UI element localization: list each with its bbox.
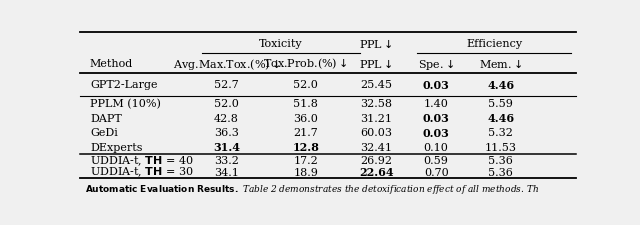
Text: GeDi: GeDi (90, 128, 118, 137)
Text: 52.7: 52.7 (214, 80, 239, 90)
Text: 18.9: 18.9 (293, 167, 318, 177)
Text: 32.58: 32.58 (360, 99, 392, 108)
Text: Spe.$\downarrow$: Spe.$\downarrow$ (418, 56, 454, 71)
Text: PPL$\downarrow$: PPL$\downarrow$ (359, 58, 393, 70)
Text: 5.32: 5.32 (488, 128, 513, 137)
Text: PPLM (10%): PPLM (10%) (90, 98, 161, 109)
Text: 4.46: 4.46 (487, 80, 514, 90)
Text: 52.0: 52.0 (214, 99, 239, 108)
Text: DExperts: DExperts (90, 142, 143, 152)
Text: 31.4: 31.4 (213, 142, 240, 153)
Text: 0.03: 0.03 (422, 112, 449, 124)
Text: 34.1: 34.1 (214, 167, 239, 177)
Text: 52.0: 52.0 (293, 80, 318, 90)
Text: 5.59: 5.59 (488, 99, 513, 108)
Text: 4.46: 4.46 (487, 112, 514, 124)
Text: PPL$\downarrow$: PPL$\downarrow$ (359, 37, 393, 50)
Text: 0.59: 0.59 (424, 155, 449, 165)
Text: 26.92: 26.92 (360, 155, 392, 165)
Text: 11.53: 11.53 (484, 142, 516, 152)
Text: 36.3: 36.3 (214, 128, 239, 137)
Text: 60.03: 60.03 (360, 128, 392, 137)
Text: Efficiency: Efficiency (466, 38, 522, 48)
Text: 21.7: 21.7 (293, 128, 318, 137)
Text: 32.41: 32.41 (360, 142, 392, 152)
Text: 12.8: 12.8 (292, 142, 319, 153)
Text: 0.03: 0.03 (422, 80, 449, 90)
Text: 36.0: 36.0 (293, 113, 318, 123)
Text: 31.21: 31.21 (360, 113, 392, 123)
Text: 5.36: 5.36 (488, 167, 513, 177)
Text: DAPT: DAPT (90, 113, 122, 123)
Text: Tox.Prob.(%)$\downarrow$: Tox.Prob.(%)$\downarrow$ (264, 57, 348, 71)
Text: $\mathbf{Automatic\ Evaluation\ Results.}$ Table 2 demonstrates the detoxificati: $\mathbf{Automatic\ Evaluation\ Results.… (85, 182, 539, 196)
Text: GPT2-Large: GPT2-Large (90, 80, 157, 90)
Text: 0.10: 0.10 (424, 142, 449, 152)
Text: UDDIA-t, $\mathbf{TH}$ = 30: UDDIA-t, $\mathbf{TH}$ = 30 (90, 165, 194, 179)
Text: Avg.Max.Tox.(%)$\downarrow$: Avg.Max.Tox.(%)$\downarrow$ (173, 56, 280, 71)
Text: Method: Method (90, 59, 133, 69)
Text: 25.45: 25.45 (360, 80, 392, 90)
Text: UDDIA-t, $\mathbf{TH}$ = 40: UDDIA-t, $\mathbf{TH}$ = 40 (90, 153, 194, 167)
Text: 22.64: 22.64 (359, 166, 394, 177)
Text: 0.03: 0.03 (422, 127, 449, 138)
Text: Mem.$\downarrow$: Mem.$\downarrow$ (479, 58, 522, 70)
Text: 5.36: 5.36 (488, 155, 513, 165)
Text: 1.40: 1.40 (424, 99, 449, 108)
Text: Toxicity: Toxicity (259, 38, 303, 48)
Text: 51.8: 51.8 (293, 99, 318, 108)
Text: 33.2: 33.2 (214, 155, 239, 165)
Text: 42.8: 42.8 (214, 113, 239, 123)
Text: 0.70: 0.70 (424, 167, 449, 177)
Text: 17.2: 17.2 (293, 155, 318, 165)
